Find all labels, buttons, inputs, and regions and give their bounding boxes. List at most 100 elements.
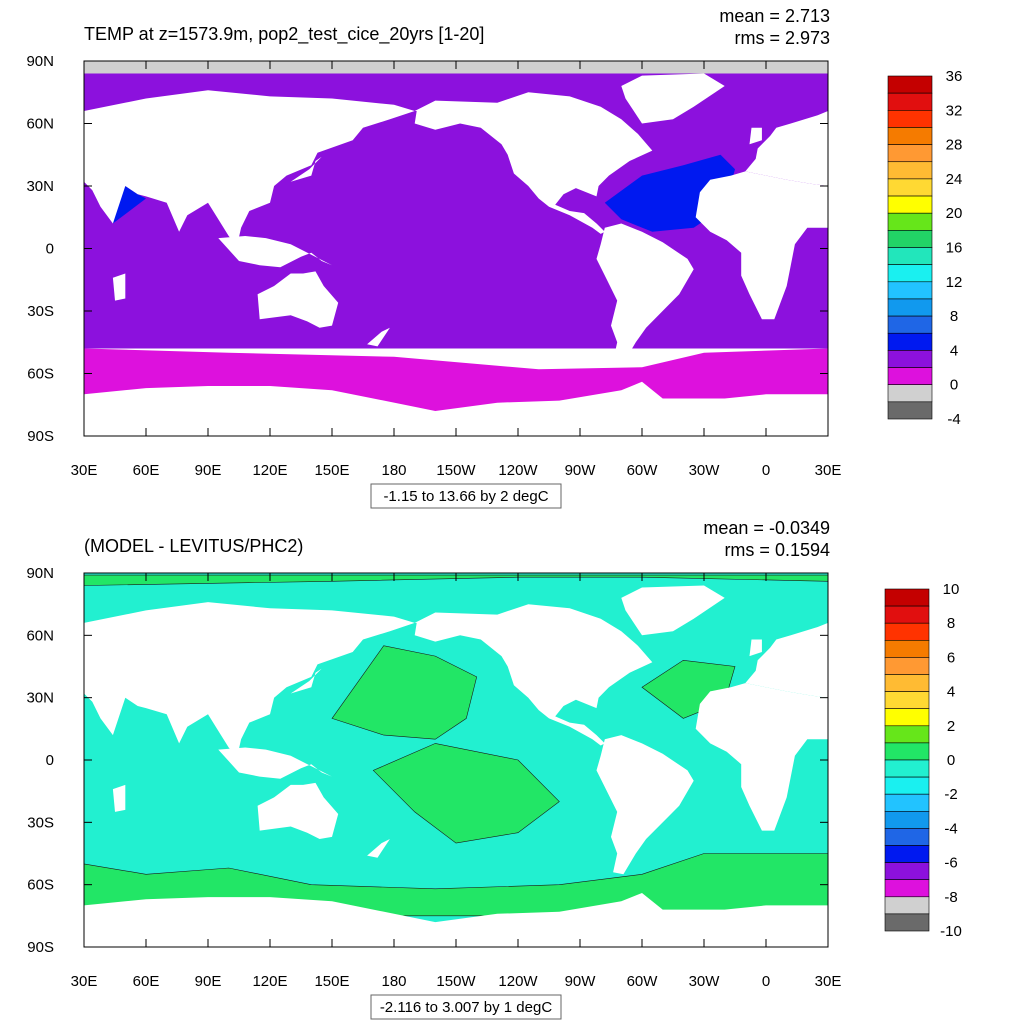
- x-tick-label: 120E: [252, 462, 287, 479]
- land-greenland: [621, 585, 725, 636]
- colorbar-label: 2: [947, 718, 955, 735]
- x-tick-label: 120W: [498, 462, 538, 479]
- x-tick-label: 120W: [498, 973, 538, 990]
- x-tick-label: 60W: [627, 973, 659, 990]
- x-tick-label: 30E: [71, 973, 98, 990]
- colorbar-swatch: [884, 708, 930, 727]
- field-layer: [84, 573, 828, 947]
- y-tick-label: 60S: [27, 366, 54, 383]
- land-nz: [367, 327, 390, 347]
- x-tick-label: 180: [381, 462, 406, 479]
- x-tick-label: 150W: [436, 973, 476, 990]
- land-northAmerica: [414, 92, 653, 234]
- y-tick-label: 60S: [27, 877, 54, 894]
- colorbar-swatch: [887, 195, 933, 214]
- colorbar-label: 4: [950, 342, 958, 359]
- land-northAmerica: [414, 604, 653, 746]
- x-tick-label: 150W: [436, 462, 476, 479]
- colorbar-swatch: [887, 281, 933, 300]
- colorbar-swatch: [887, 401, 933, 420]
- colorbar-swatch: [884, 776, 930, 795]
- land-southAmerica: [596, 735, 694, 875]
- colorbar-swatch: [884, 896, 930, 915]
- x-tick-label: 30W: [689, 462, 721, 479]
- x-tick-label: 0: [762, 973, 770, 990]
- colorbar-swatch: [887, 75, 933, 94]
- colorbar-label: -4: [947, 411, 960, 428]
- y-tick-label: 0: [46, 752, 54, 769]
- colorbar-swatch: [884, 622, 930, 641]
- colorbar-swatch: [887, 264, 933, 283]
- map-panel-1: 30E 60E 90E 120E 150E 180 150W 120W 90W 60W 30W 0 30…: [26, 6, 963, 509]
- land-asia: [84, 602, 415, 758]
- colorbar-swatch: [884, 793, 930, 812]
- colorbar-swatch: [884, 674, 930, 692]
- colorbar-label: 4: [947, 684, 955, 701]
- land-indonesia: [218, 747, 332, 779]
- x-tick-label: 0: [762, 462, 770, 479]
- colorbar-swatch: [887, 367, 933, 385]
- x-tick-label: 60E: [133, 462, 160, 479]
- colorbar-label: -10: [940, 923, 962, 940]
- y-tick-label: 60N: [26, 627, 54, 644]
- land-madagascar: [112, 273, 126, 301]
- contour-info-box: [370, 483, 562, 509]
- colorbar-swatch: [884, 862, 930, 880]
- colorbar-swatch: [887, 127, 933, 145]
- colorbar-swatch: [884, 605, 930, 624]
- colorbar-swatch: [887, 110, 933, 128]
- colorbar-swatch: [884, 742, 930, 761]
- colorbar-label: 32: [946, 102, 963, 119]
- colorbar-label: 16: [946, 240, 963, 257]
- x-tick-label: 150E: [314, 462, 349, 479]
- colorbar-swatch: [887, 92, 933, 111]
- colorbar-swatch: [884, 691, 930, 709]
- x-tick-label: 120E: [252, 973, 287, 990]
- land-australia: [257, 271, 339, 328]
- colorbar: 10 8 6 4 2 0 -2 -4 -6 -8 -10: [884, 581, 962, 940]
- land-southAmerica: [596, 223, 694, 364]
- colorbar-swatch: [884, 725, 930, 744]
- land-japan: [290, 668, 322, 694]
- land-australia: [257, 782, 339, 839]
- x-tick-label: 30E: [815, 973, 842, 990]
- y-tick-label: 90N: [26, 565, 54, 582]
- x-tick-label: 30E: [815, 462, 842, 479]
- y-tick-label: 0: [46, 241, 54, 258]
- x-tick-label: 90E: [195, 462, 222, 479]
- colorbar-swatch: [887, 350, 933, 368]
- land-europe: [745, 111, 828, 186]
- colorbar-swatch: [884, 759, 930, 778]
- land-africa: [695, 683, 828, 831]
- land-antarctica: [84, 381, 828, 436]
- colorbar-label: -6: [944, 855, 957, 872]
- colorbar-swatch: [884, 657, 930, 675]
- colorbar-label: 28: [946, 137, 963, 154]
- x-tick-label: 180: [381, 973, 406, 990]
- colorbar-label: 36: [946, 68, 963, 85]
- rms-stat: rms = 0.1594: [724, 540, 830, 560]
- colorbar-label: 0: [950, 377, 958, 394]
- colorbar-label: -8: [944, 889, 957, 906]
- rms-stat: rms = 2.973: [734, 28, 830, 48]
- y-tick-label: 90S: [27, 428, 54, 445]
- land-antarctica: [84, 893, 828, 947]
- y-tick-label: 30N: [26, 690, 54, 707]
- colorbar-label: 20: [946, 205, 963, 222]
- colorbar-swatch: [884, 879, 930, 898]
- land-africa: [695, 171, 828, 320]
- colorbar-label: 12: [946, 274, 963, 291]
- x-tick-label: 60W: [627, 462, 659, 479]
- x-tick-label: 30W: [689, 973, 721, 990]
- y-tick-label: 30S: [27, 303, 54, 320]
- field-layer: [84, 61, 828, 436]
- x-tick-label: 90W: [565, 462, 597, 479]
- anomaly-positive-1: [331, 645, 478, 740]
- contour-info-text: -1.15 to 13.66 by 2 degC: [383, 488, 548, 505]
- x-tick-label: 30E: [71, 462, 98, 479]
- land-nz: [367, 839, 390, 858]
- colorbar-label: 0: [947, 752, 955, 769]
- y-tick-label: 90N: [26, 53, 54, 70]
- x-tick-label: 150E: [314, 973, 349, 990]
- colorbar-swatch: [887, 332, 933, 351]
